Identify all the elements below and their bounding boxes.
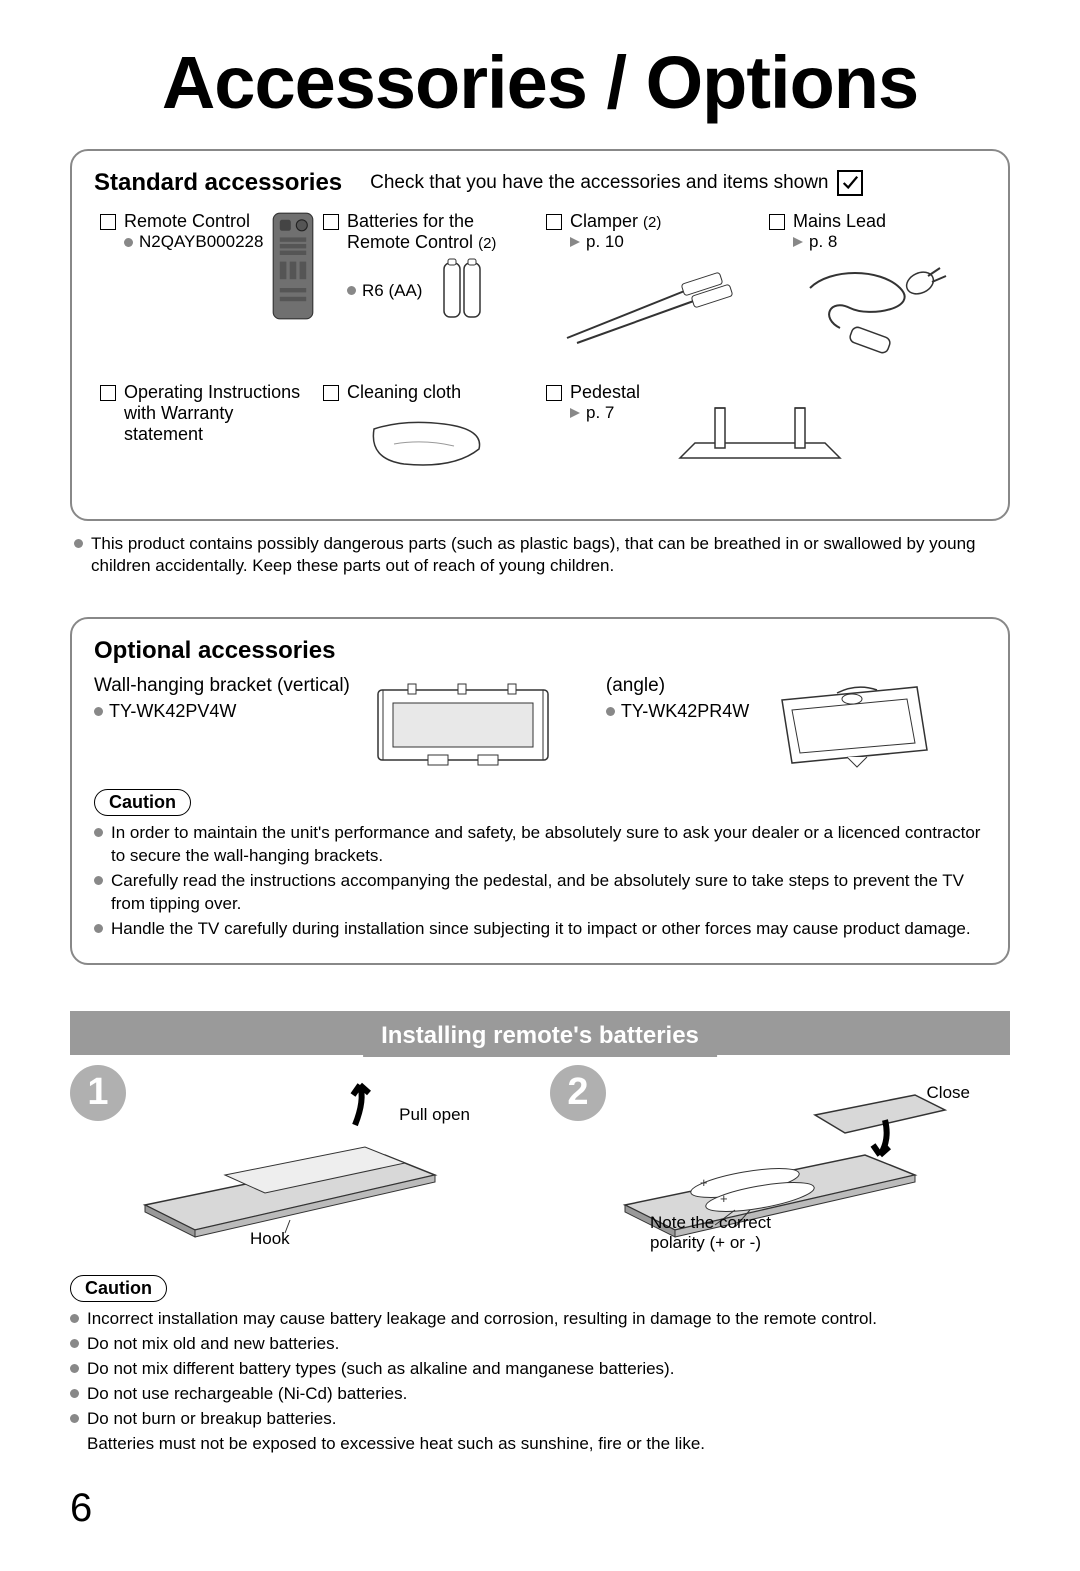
optional-title: Optional accessories bbox=[94, 637, 986, 665]
checkbox-icon bbox=[323, 385, 339, 401]
step-label-hook: Hook bbox=[250, 1229, 290, 1249]
optional-item-angle: (angle) TY-WK42PR4W bbox=[606, 675, 749, 775]
install-step-2: 2 Close + + Note the correct polarity bbox=[550, 1065, 1010, 1245]
bullet-icon bbox=[94, 876, 103, 885]
accessory-operating-instructions: Operating Instructions with Warranty sta… bbox=[94, 378, 317, 499]
page-number: 6 bbox=[70, 1486, 1010, 1531]
wall-bracket-vertical-icon bbox=[368, 675, 558, 775]
checkbox-icon bbox=[546, 385, 562, 401]
accessory-qty: (2) bbox=[478, 235, 496, 252]
bullet-icon bbox=[70, 1414, 79, 1423]
install-step-1: 1 Pull open Hook bbox=[70, 1065, 530, 1245]
page-ref: p. 8 bbox=[809, 232, 837, 252]
mains-lead-icon bbox=[769, 258, 980, 358]
checkbox-icon bbox=[546, 214, 562, 230]
caution-label: Caution bbox=[70, 1275, 167, 1302]
wall-bracket-angle-icon bbox=[767, 675, 957, 775]
checkbox-icon bbox=[100, 385, 116, 401]
clamper-icon bbox=[546, 258, 757, 358]
install-title: Installing remote's batteries bbox=[363, 1013, 717, 1057]
accessory-label: Cleaning cloth bbox=[347, 382, 461, 403]
accessory-label: Remote Control bbox=[124, 211, 250, 232]
page-ref: p. 10 bbox=[586, 232, 624, 252]
bullet-icon bbox=[94, 707, 103, 716]
pedestal-icon bbox=[660, 388, 860, 478]
part-number: R6 (AA) bbox=[362, 281, 422, 301]
arrow-right-icon bbox=[793, 237, 803, 247]
caution-text: Do not burn or breakup batteries. bbox=[87, 1408, 336, 1431]
arrow-right-icon bbox=[570, 237, 580, 247]
bullet-icon bbox=[606, 707, 615, 716]
bullet-icon bbox=[124, 238, 133, 247]
svg-text:+: + bbox=[700, 1175, 708, 1190]
caution-note: Batteries must not be exposed to excessi… bbox=[87, 1433, 705, 1456]
accessory-batteries: Batteries for the Remote Control (2) R6 … bbox=[317, 207, 540, 378]
remote-open-icon bbox=[70, 1065, 530, 1245]
checkbox-icon bbox=[323, 214, 339, 230]
part-number: TY-WK42PR4W bbox=[621, 701, 749, 722]
bullet-icon bbox=[70, 1314, 79, 1323]
step-number: 1 bbox=[70, 1065, 126, 1121]
accessory-label: Pedestal bbox=[570, 382, 640, 403]
accessory-clamper: Clamper (2) p. 10 bbox=[540, 207, 763, 378]
caution-label: Caution bbox=[94, 789, 191, 816]
arrow-right-icon bbox=[570, 408, 580, 418]
bullet-icon bbox=[74, 539, 83, 548]
bullet-icon bbox=[94, 828, 103, 837]
optional-accessories-panel: Optional accessories Wall-hanging bracke… bbox=[70, 617, 1010, 965]
svg-text:+: + bbox=[720, 1191, 728, 1206]
accessory-cleaning-cloth: Cleaning cloth bbox=[317, 378, 540, 499]
remote-control-icon bbox=[271, 211, 315, 358]
warning-text: This product contains possibly dangerous… bbox=[91, 533, 1006, 577]
cleaning-cloth-icon bbox=[323, 409, 534, 479]
accessory-mains-lead: Mains Lead p. 8 bbox=[763, 207, 986, 378]
accessory-pedestal: Pedestal p. 7 bbox=[540, 378, 986, 499]
caution-text: Handle the TV carefully during installat… bbox=[111, 918, 971, 941]
page-title: Accessories / Options bbox=[70, 40, 1010, 125]
bullet-icon bbox=[70, 1339, 79, 1348]
standard-title: Standard accessories bbox=[94, 169, 342, 197]
check-note: Check that you have the accessories and … bbox=[370, 170, 862, 196]
checkbox-icon bbox=[100, 214, 116, 230]
accessory-label: Batteries for the Remote Control bbox=[347, 211, 474, 252]
optional-item-vertical: Wall-hanging bracket (vertical) TY-WK42P… bbox=[94, 675, 350, 775]
step-label-close: Close bbox=[927, 1083, 970, 1103]
checkbox-icon bbox=[769, 214, 785, 230]
batteries-icon bbox=[438, 253, 488, 328]
accessory-qty: (2) bbox=[643, 214, 661, 231]
step-label-pull-open: Pull open bbox=[399, 1105, 470, 1125]
checkbox-checked-icon bbox=[837, 170, 863, 196]
bullet-icon bbox=[70, 1364, 79, 1373]
caution-text: Incorrect installation may cause battery… bbox=[87, 1308, 877, 1331]
optional-label: Wall-hanging bracket (vertical) bbox=[94, 675, 350, 697]
caution-text: In order to maintain the unit's performa… bbox=[111, 822, 986, 868]
check-note-text: Check that you have the accessories and … bbox=[370, 172, 828, 194]
standard-accessories-panel: Standard accessories Check that you have… bbox=[70, 149, 1010, 521]
bullet-icon bbox=[347, 286, 356, 295]
install-cautions: Incorrect installation may cause battery… bbox=[70, 1308, 1010, 1456]
accessory-label: Mains Lead bbox=[793, 211, 886, 232]
accessory-remote-control: Remote Control N2QAYB000228 bbox=[94, 207, 317, 378]
caution-text: Do not mix different battery types (such… bbox=[87, 1358, 674, 1381]
bullet-icon bbox=[94, 924, 103, 933]
caution-text: Carefully read the instructions accompan… bbox=[111, 870, 986, 916]
install-banner: Installing remote's batteries bbox=[70, 1015, 1010, 1055]
caution-text: Do not mix old and new batteries. bbox=[87, 1333, 339, 1356]
accessory-label: Operating Instructions with Warranty sta… bbox=[124, 382, 311, 445]
bullet-icon bbox=[70, 1389, 79, 1398]
optional-cautions: In order to maintain the unit's performa… bbox=[94, 822, 986, 941]
install-batteries-section: Installing remote's batteries 1 Pull ope… bbox=[70, 1015, 1010, 1456]
part-number: TY-WK42PV4W bbox=[109, 701, 236, 722]
page-ref: p. 7 bbox=[586, 403, 614, 423]
step-number: 2 bbox=[550, 1065, 606, 1121]
accessory-label: Clamper bbox=[570, 211, 638, 231]
standard-warning: This product contains possibly dangerous… bbox=[74, 533, 1006, 577]
optional-label: (angle) bbox=[606, 675, 749, 697]
caution-text: Do not use rechargeable (Ni-Cd) batterie… bbox=[87, 1383, 407, 1406]
step-label-polarity: Note the correct polarity (+ or -) bbox=[650, 1213, 810, 1253]
part-number: N2QAYB000228 bbox=[139, 232, 263, 252]
